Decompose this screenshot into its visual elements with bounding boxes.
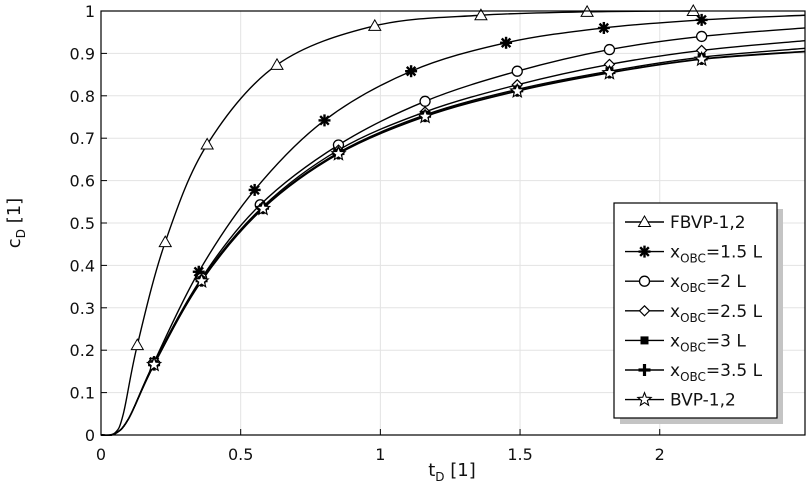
data-point-triangle-open <box>270 57 284 70</box>
legend: FBVP-1,2 xOBC=1.5 L xOBC=2 L xOBC=2.5 L xOBC… <box>613 202 783 424</box>
x-tick-label: 0.5 <box>228 445 253 464</box>
series-markers-triangle-open <box>130 3 701 351</box>
legend-label: xOBC=3 L <box>670 331 746 354</box>
legend-label: xOBC=1.5 L <box>670 243 763 266</box>
y-tick-label: 0.1 <box>70 384 95 403</box>
data-point-asterisk <box>248 183 261 196</box>
y-tick-label: 0.5 <box>70 214 95 233</box>
y-tick-label: 0 <box>85 426 95 445</box>
legend-marker <box>638 275 651 287</box>
legend-marker <box>637 214 652 227</box>
series-line-triangle-open <box>100 10 694 436</box>
legend-item: FBVP-1,2 <box>625 213 746 233</box>
x-tick-label: 2 <box>655 445 665 464</box>
y-tick-label: 0.4 <box>70 256 95 275</box>
legend-items: FBVP-1,2 xOBC=1.5 L xOBC=2 L xOBC=2.5 L xOBC… <box>625 213 763 411</box>
legend-label: BVP-1,2 <box>670 391 736 411</box>
marker-stroke <box>319 115 330 126</box>
marker-stroke <box>696 14 707 26</box>
x-tick-label: 1 <box>375 445 385 464</box>
x-axis-ticks: 0 0.5 1 1.5 2 <box>96 429 665 464</box>
marker-stroke <box>193 266 204 277</box>
legend-label: FBVP-1,2 <box>670 213 746 233</box>
legend-label: xOBC=2.5 L <box>670 302 763 325</box>
series-line-star-open <box>100 51 806 437</box>
data-point-triangle-open <box>130 338 145 351</box>
y-axis-label: cD [1] <box>4 198 28 248</box>
data-point-circle-open <box>603 43 616 56</box>
data-point-circle-open <box>419 95 431 107</box>
x-tick-label: 0 <box>96 445 106 464</box>
legend-item: xOBC=2 L <box>625 272 746 295</box>
marker-stroke <box>249 184 260 196</box>
y-tick-label: 0.8 <box>70 87 95 106</box>
x-axis-label: tD [1] <box>428 460 476 484</box>
data-point-star-open <box>509 82 526 99</box>
series-lines <box>100 10 806 437</box>
y-tick-label: 0.3 <box>70 299 95 318</box>
legend-marker <box>638 245 651 258</box>
legend-marker <box>638 364 651 376</box>
data-point-triangle-open <box>367 18 382 31</box>
data-point-star-open <box>330 145 347 161</box>
data-point-triangle-open <box>200 137 215 150</box>
legend-item: xOBC=1.5 L <box>625 243 763 266</box>
data-point-asterisk <box>597 21 610 34</box>
data-point-star-open <box>145 356 163 372</box>
x-tick-label: 1.5 <box>507 445 532 464</box>
legend-marker <box>640 336 649 345</box>
data-point-triangle-open <box>686 3 701 16</box>
series-markers <box>130 3 710 372</box>
plot-frame <box>100 10 806 436</box>
marker-stroke <box>639 246 650 257</box>
legend-item: xOBC=3.5 L <box>625 361 763 384</box>
data-point-star-open <box>693 50 710 67</box>
data-point-star-open <box>601 64 618 80</box>
data-point-circle-open <box>695 30 708 43</box>
legend-label: xOBC=3.5 L <box>670 361 763 384</box>
marker-stroke <box>598 22 610 34</box>
legend-item: xOBC=2.5 L <box>625 302 763 325</box>
marker-stroke <box>405 66 417 77</box>
series-markers-asterisk <box>148 13 708 369</box>
y-tick-label: 1 <box>85 2 95 21</box>
legend-marker <box>638 304 651 317</box>
data-point-circle-open <box>511 65 523 77</box>
y-axis-ticks: 0 0.1 0.2 0.3 0.4 0.5 0.6 0.7 0.8 0.9 1 <box>70 2 107 445</box>
series-markers-star-open <box>145 50 710 372</box>
data-point-star-open <box>193 272 210 288</box>
data-point-asterisk <box>500 36 513 49</box>
data-point-star-open <box>254 200 272 216</box>
legend-marker <box>636 391 653 407</box>
data-point-asterisk <box>318 114 331 127</box>
legend-label: xOBC=2 L <box>670 272 746 295</box>
data-point-star-open <box>416 108 434 124</box>
y-tick-label: 0.9 <box>70 44 95 63</box>
data-point-triangle-open <box>474 8 488 21</box>
data-point-triangle-open <box>158 235 173 248</box>
y-tick-label: 0.6 <box>70 172 95 191</box>
y-tick-label: 0.2 <box>70 341 95 360</box>
marker-stroke <box>500 37 512 48</box>
legend-item: BVP-1,2 <box>625 391 736 411</box>
y-tick-label: 0.7 <box>70 129 95 148</box>
data-point-asterisk <box>405 65 418 78</box>
legend-item: xOBC=3 L <box>625 331 746 354</box>
data-point-asterisk <box>695 13 708 26</box>
